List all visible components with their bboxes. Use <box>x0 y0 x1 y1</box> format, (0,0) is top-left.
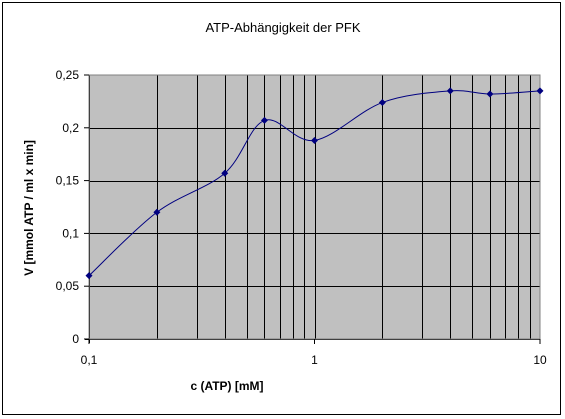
y-axis-label: V [mmol ATP / ml x min] <box>22 140 36 276</box>
x-axis-label: c (ATP) [mM] <box>190 379 263 393</box>
data-point <box>378 98 386 106</box>
data-point <box>221 169 229 177</box>
data-point <box>536 87 544 95</box>
chart-svg: ATP-Abhängigkeit der PFK 0,1 1 10 0 0,05 0,1… <box>22 20 547 393</box>
x-tick-label: 10 <box>533 353 547 367</box>
x-tick-label: 1 <box>311 353 318 367</box>
data-point <box>85 272 93 280</box>
y-tick-label: 0,05 <box>56 279 80 293</box>
data-point <box>153 208 161 216</box>
series-points <box>85 87 544 280</box>
y-tick-label: 0,25 <box>56 68 80 82</box>
chart-title: ATP-Abhängigkeit der PFK <box>205 20 360 35</box>
chart-frame: ATP-Abhängigkeit der PFK 0,1 1 10 0 0,05 0,1… <box>2 2 561 415</box>
x-tick-label: 0,1 <box>81 353 98 367</box>
y-tick-label: 0,2 <box>62 121 79 135</box>
y-axis-ticks: 0 0,05 0,1 0,15 0,2 0,25 <box>56 68 89 346</box>
x-axis-ticks: 0,1 1 10 <box>81 339 547 367</box>
y-tick-label: 0,15 <box>56 174 80 188</box>
data-point <box>446 87 454 95</box>
y-tick-label: 0,1 <box>62 226 79 240</box>
data-point <box>260 116 268 124</box>
y-tick-label: 0 <box>72 332 79 346</box>
data-point <box>486 90 494 98</box>
data-point <box>311 136 318 144</box>
